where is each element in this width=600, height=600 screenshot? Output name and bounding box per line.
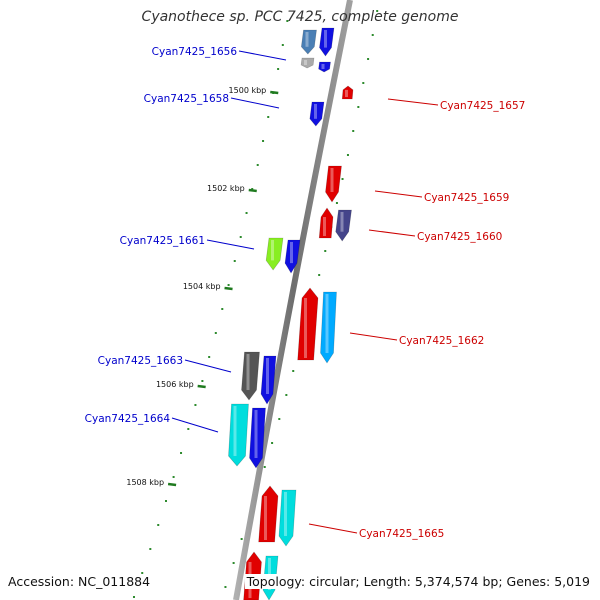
guide-dot xyxy=(263,466,266,468)
guide-dot xyxy=(278,418,281,420)
guide-dot xyxy=(187,428,190,430)
accession-text: Accession: NC_011884 xyxy=(6,574,153,589)
guide-dot xyxy=(292,370,295,372)
guide-dot xyxy=(324,250,327,252)
label-leader-line xyxy=(368,229,416,237)
guide-dot xyxy=(194,404,197,406)
guide-dot xyxy=(341,178,344,180)
guide-dot xyxy=(357,106,360,108)
guide-dot xyxy=(227,284,230,286)
guide-dot xyxy=(201,380,204,382)
gene-arrow-3 xyxy=(318,61,331,73)
guide-dot xyxy=(232,562,235,564)
gene-arrow-13 xyxy=(241,351,260,401)
tick-mark xyxy=(224,286,233,291)
gene-arrow-18 xyxy=(278,489,297,547)
tick-label: 1508 kbp xyxy=(126,478,164,487)
guide-dot xyxy=(172,476,175,478)
guide-dot xyxy=(240,538,243,540)
gene-labels: Cyan7425_1656 Cyan7425_1657 Cyan7425_1658 C… xyxy=(85,46,526,540)
guide-dot xyxy=(362,82,365,84)
guide-dot xyxy=(224,586,227,588)
gene-label-cyan7425_1664: Cyan7425_1664 xyxy=(85,413,171,425)
gene-label-cyan7425_1657: Cyan7425_1657 xyxy=(440,100,525,112)
tick-label: 1502 kbp xyxy=(207,184,245,193)
guide-dot xyxy=(271,442,274,444)
tick-mark xyxy=(197,384,206,389)
guide-dot xyxy=(281,44,284,46)
guide-dot xyxy=(149,548,152,550)
gene-arrow-0 xyxy=(301,29,317,55)
gene-label-cyan7425_1661: Cyan7425_1661 xyxy=(120,235,205,247)
gene-arrow-9 xyxy=(265,237,284,271)
gene-label-cyan7425_1656: Cyan7425_1656 xyxy=(152,46,238,58)
gene-label-cyan7425_1663: Cyan7425_1663 xyxy=(98,355,183,367)
label-leader-line xyxy=(171,417,219,433)
tick-mark xyxy=(248,188,257,193)
gene-arrow-14 xyxy=(260,355,277,405)
label-leader-line xyxy=(238,50,287,61)
label-leader-line xyxy=(349,332,398,341)
topology-text: Topology: circular; Length: 5,374,574 bp… xyxy=(244,574,592,589)
gene-arrow-1 xyxy=(319,27,335,57)
map-title: Cyanothece sp. PCC 7425, complete genome xyxy=(141,9,459,25)
gene-arrow-11 xyxy=(297,287,319,361)
guide-dot xyxy=(132,596,135,598)
guide-dot xyxy=(214,332,217,334)
guide-dot xyxy=(221,308,224,310)
tick-mark xyxy=(270,90,279,95)
guide-dot xyxy=(208,356,211,358)
guide-dot xyxy=(251,188,254,190)
gene-arrow-2 xyxy=(300,57,315,69)
gene-arrow-4 xyxy=(341,85,354,100)
guide-dot xyxy=(367,58,370,60)
label-leader-line xyxy=(387,98,439,106)
gene-label-cyan7425_1659: Cyan7425_1659 xyxy=(424,192,509,204)
guide-dot xyxy=(267,116,270,118)
genome-backbone xyxy=(233,0,353,600)
guide-dot xyxy=(262,140,265,142)
tick-mark xyxy=(167,482,177,487)
gene-label-cyan7425_1665: Cyan7425_1665 xyxy=(359,528,444,540)
gene-arrow-15 xyxy=(228,403,249,467)
gene-arrow-5 xyxy=(309,101,325,127)
guide-dot xyxy=(245,212,248,214)
tick-label: 1506 kbp xyxy=(156,380,194,389)
label-leader-line xyxy=(230,97,280,109)
guide-dot xyxy=(346,154,349,156)
gene-arrow-7 xyxy=(318,207,334,239)
gene-arrow-8 xyxy=(335,209,352,242)
gene-label-cyan7425_1660: Cyan7425_1660 xyxy=(417,231,502,243)
guide-dot xyxy=(157,524,160,526)
guide-dot xyxy=(335,202,338,204)
guide-dot xyxy=(277,68,280,70)
guide-dot xyxy=(285,394,288,396)
guide-dot xyxy=(376,10,379,12)
gene-arrow-17 xyxy=(258,485,279,543)
gene-label-cyan7425_1658: Cyan7425_1658 xyxy=(144,93,229,105)
label-leader-line xyxy=(184,359,232,373)
guide-dot xyxy=(165,500,167,502)
guide-dot xyxy=(256,164,259,166)
label-leader-line xyxy=(206,239,255,250)
gene-arrow-10 xyxy=(284,239,301,274)
tick-label: 1500 kbp xyxy=(229,86,267,95)
gene-arrow-6 xyxy=(325,165,342,203)
guide-dot xyxy=(141,572,144,574)
guide-dot xyxy=(318,274,321,276)
guide-dot xyxy=(180,452,183,454)
gene-label-cyan7425_1662: Cyan7425_1662 xyxy=(399,335,484,347)
label-leader-line xyxy=(308,523,358,534)
label-leader-line xyxy=(374,190,423,198)
guide-dot xyxy=(371,34,374,36)
tick-label: 1504 kbp xyxy=(183,282,221,291)
guide-dot xyxy=(352,130,355,132)
gene-arrow-12 xyxy=(320,291,337,364)
gene-arrow-16 xyxy=(249,407,266,469)
guide-dot xyxy=(286,20,289,22)
guide-dot xyxy=(233,260,236,262)
guide-dot xyxy=(239,236,242,238)
